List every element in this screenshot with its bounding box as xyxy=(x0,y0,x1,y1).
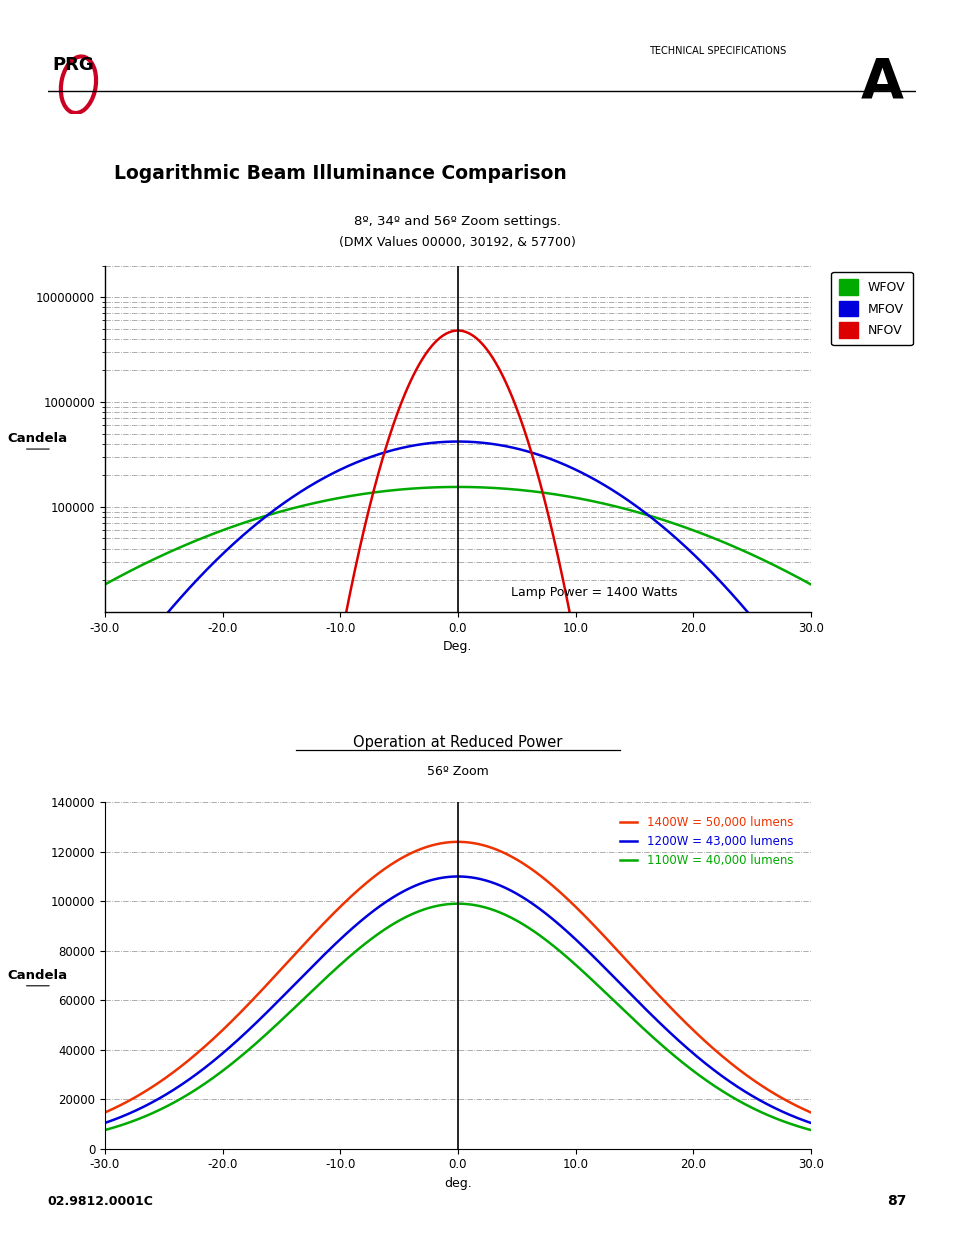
Text: PRG: PRG xyxy=(52,56,94,74)
X-axis label: deg.: deg. xyxy=(443,1177,472,1189)
Legend: 1400W = 50,000 lumens, 1200W = 43,000 lumens, 1100W = 40,000 lumens: 1400W = 50,000 lumens, 1200W = 43,000 lu… xyxy=(614,811,797,872)
Text: 87: 87 xyxy=(886,1194,905,1208)
Y-axis label: Candela: Candela xyxy=(8,969,68,982)
Text: 8º, 34º and 56º Zoom settings.: 8º, 34º and 56º Zoom settings. xyxy=(355,215,560,228)
Text: Operation at Reduced Power: Operation at Reduced Power xyxy=(353,735,562,751)
Text: Lamp Power = 1400 Watts: Lamp Power = 1400 Watts xyxy=(511,587,677,599)
X-axis label: Deg.: Deg. xyxy=(443,640,472,653)
Y-axis label: Candela: Candela xyxy=(8,432,68,445)
Text: 56º Zoom: 56º Zoom xyxy=(427,764,488,778)
Text: (DMX Values 00000, 30192, & 57700): (DMX Values 00000, 30192, & 57700) xyxy=(339,236,576,249)
Text: A: A xyxy=(860,56,903,110)
Legend: WFOV, MFOV, NFOV: WFOV, MFOV, NFOV xyxy=(830,272,912,345)
Text: Logarithmic Beam Illuminance Comparison: Logarithmic Beam Illuminance Comparison xyxy=(114,164,567,183)
Text: 02.9812.0001C: 02.9812.0001C xyxy=(48,1194,153,1208)
Text: TECHNICAL SPECIFICATIONS: TECHNICAL SPECIFICATIONS xyxy=(648,46,785,56)
